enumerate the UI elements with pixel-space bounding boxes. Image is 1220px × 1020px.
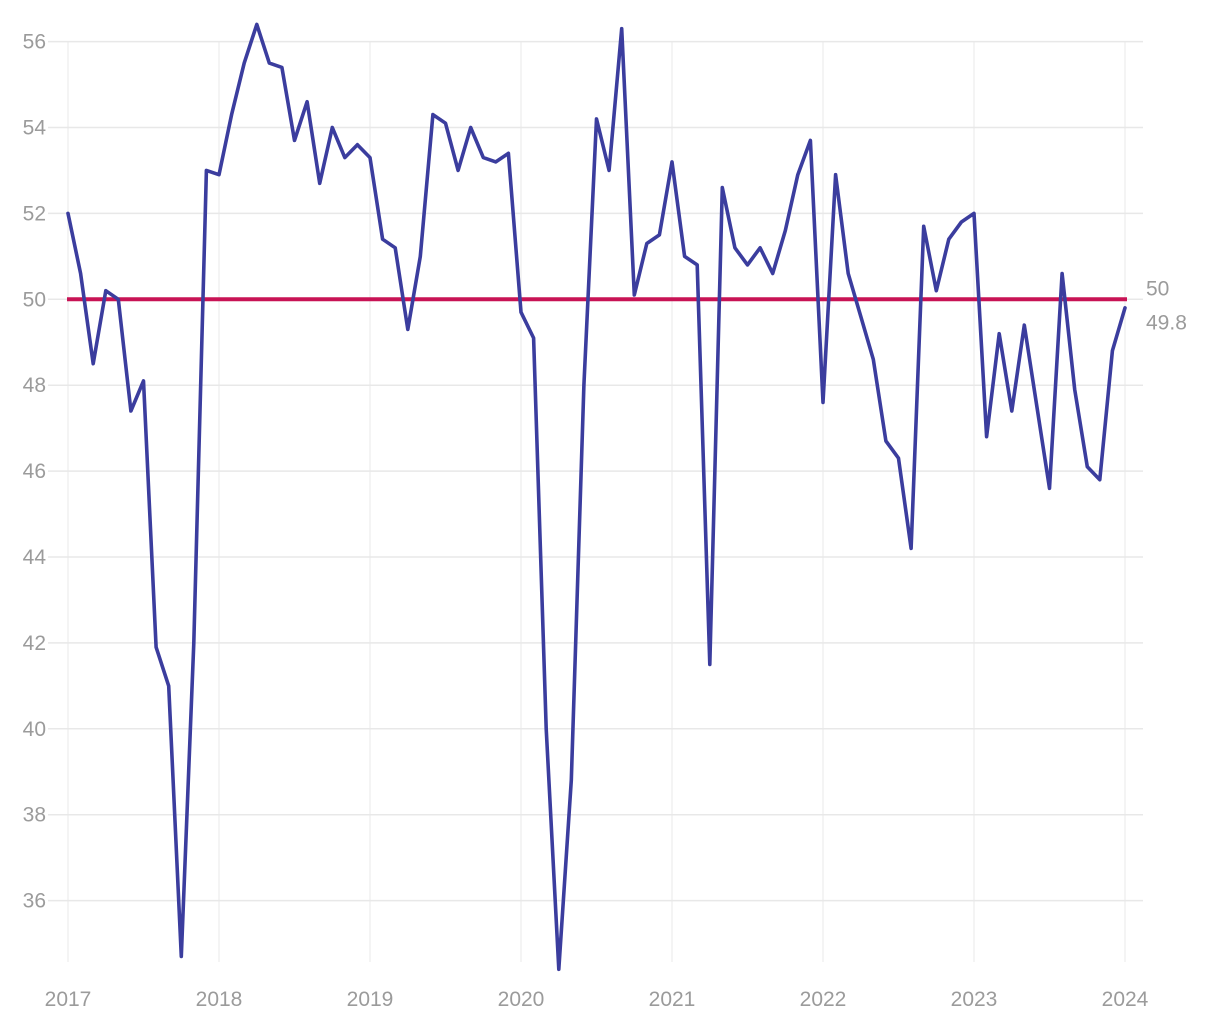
y-tick-label: 40 [23, 718, 46, 741]
y-tick-label: 48 [23, 374, 46, 397]
x-tick-label: 2021 [649, 988, 696, 1011]
y-tick-label: 52 [23, 202, 46, 225]
reference-line-label: 50 [1146, 277, 1169, 300]
x-tick-label: 2020 [498, 988, 545, 1011]
y-tick-label: 54 [23, 117, 47, 140]
y-tick-label: 46 [23, 460, 46, 483]
y-tick-label: 42 [23, 632, 46, 655]
y-tick-label: 56 [23, 31, 46, 54]
x-tick-label: 2024 [1102, 988, 1149, 1011]
data-line [66, 22, 1127, 972]
y-tick-label: 38 [23, 804, 46, 827]
x-tick-label: 2019 [347, 988, 394, 1011]
y-tick-label: 50 [23, 288, 46, 311]
y-tick-label: 44 [23, 546, 47, 569]
x-tick-label: 2022 [800, 988, 847, 1011]
x-tick-label: 2018 [196, 988, 243, 1011]
latest-value-label: 49.8 [1146, 311, 1187, 334]
x-tick-label: 2023 [951, 988, 998, 1011]
x-tick-label: 2017 [45, 988, 92, 1011]
y-tick-label: 36 [23, 890, 46, 913]
